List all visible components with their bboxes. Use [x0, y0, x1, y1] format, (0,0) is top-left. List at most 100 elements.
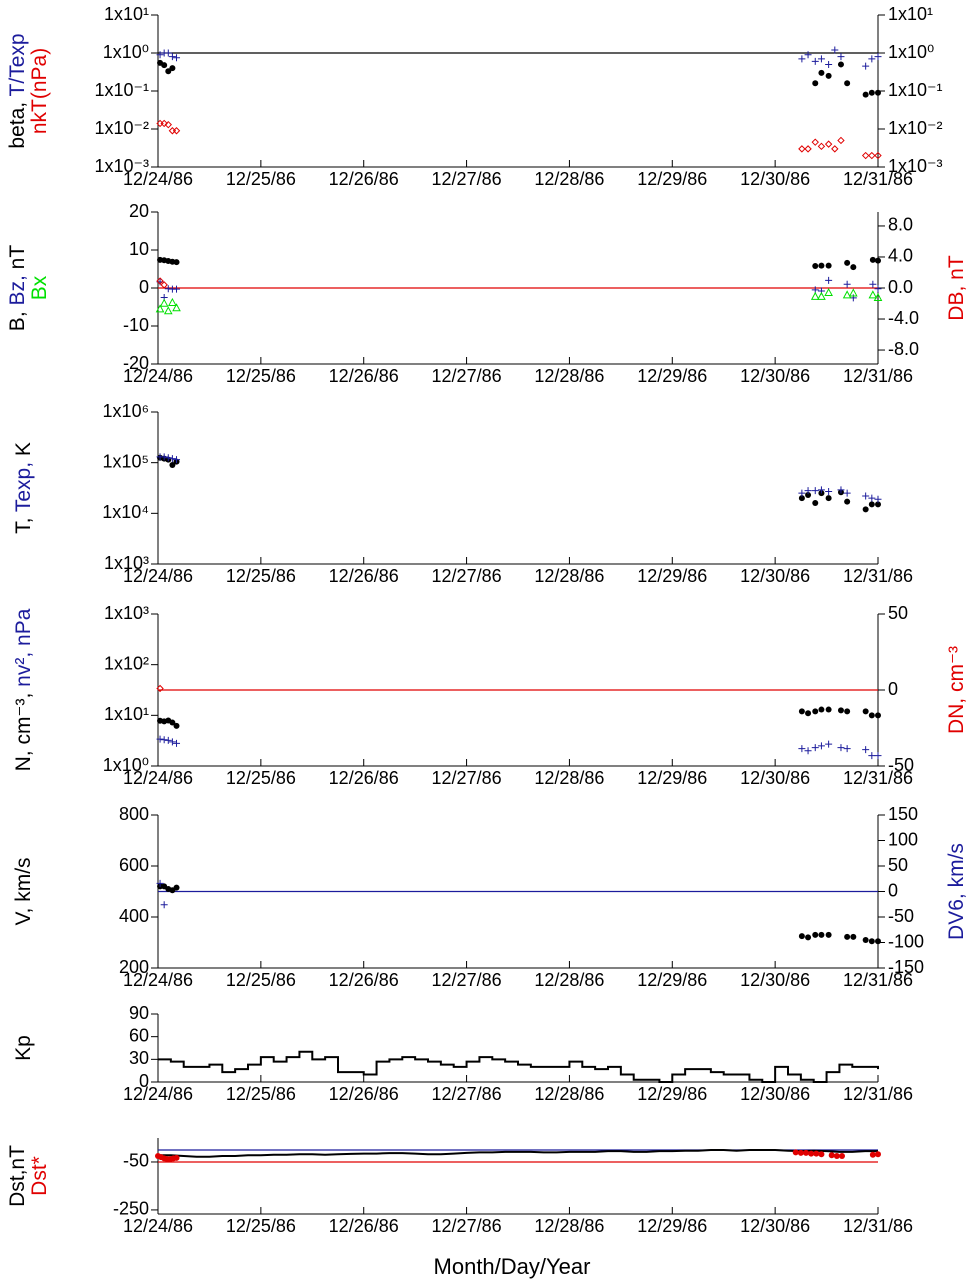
- point: [825, 60, 833, 68]
- point: [837, 61, 844, 68]
- point: [798, 55, 806, 63]
- point: [831, 145, 839, 153]
- y2-tick-label: -4.0: [888, 308, 919, 328]
- y-tick-label: -10: [123, 315, 149, 335]
- point: [837, 486, 845, 494]
- point: [169, 461, 176, 468]
- y-tick-label: 20: [129, 201, 149, 221]
- y2-tick-label: 8.0: [888, 215, 913, 235]
- point: [818, 931, 825, 938]
- y2-tick-label: 150: [888, 804, 918, 824]
- point: [811, 744, 819, 752]
- point: [798, 145, 806, 153]
- x-tick-label: 12/24/86: [123, 970, 193, 990]
- x-tick-label: 12/28/86: [534, 768, 604, 788]
- y2-tick-label: -150: [888, 957, 924, 977]
- title-part: nv², nPa: [12, 608, 35, 687]
- point: [163, 306, 173, 315]
- point: [812, 931, 819, 938]
- point: [164, 120, 172, 129]
- x-tick-label: 12/30/86: [740, 169, 810, 189]
- point: [160, 736, 168, 744]
- x-tick-label: 12/24/86: [123, 1084, 193, 1104]
- y-tick-label: 1x10⁻²: [94, 118, 149, 138]
- point: [808, 1150, 815, 1157]
- point: [173, 285, 181, 293]
- y2-tick-label: 0: [888, 679, 898, 699]
- point: [804, 145, 812, 153]
- point: [844, 259, 851, 266]
- point: [168, 297, 177, 306]
- y-axis-title: N, cm⁻³, nv², nPa: [12, 608, 35, 771]
- y2-tick-label: -50: [888, 755, 914, 775]
- x-tick-label: 12/29/86: [637, 366, 707, 386]
- point: [844, 498, 851, 505]
- title-part: DN, cm⁻³: [945, 646, 968, 734]
- y2-tick-label: 1x10⁻¹: [888, 80, 943, 100]
- title-part: Dst*: [28, 1156, 51, 1196]
- x-tick-label: 12/27/86: [432, 768, 502, 788]
- point: [803, 1149, 809, 1156]
- point: [824, 140, 833, 148]
- point: [825, 931, 832, 938]
- point: [159, 298, 169, 307]
- title-part: Kp: [12, 1035, 35, 1061]
- x-tick-label: 12/24/86: [123, 1216, 193, 1236]
- point: [164, 454, 172, 462]
- point: [172, 303, 181, 312]
- x-tick-label: 12/29/86: [637, 970, 707, 990]
- x-tick-label: 12/28/86: [534, 366, 604, 386]
- point: [817, 486, 825, 494]
- title-part: Texp,: [12, 462, 35, 512]
- point: [862, 708, 869, 715]
- x-tick-label: 12/31/86: [843, 566, 913, 586]
- point: [825, 495, 832, 502]
- y-tick-label: 1x10²: [104, 653, 149, 673]
- point: [173, 722, 180, 729]
- x-tick-label: 12/31/86: [843, 970, 913, 990]
- point: [862, 746, 870, 754]
- point: [813, 1150, 820, 1157]
- y-tick-label: -50: [123, 1151, 149, 1171]
- point: [868, 151, 876, 160]
- point: [798, 495, 805, 502]
- x-tick-label: 12/28/86: [534, 1084, 604, 1104]
- point: [818, 69, 825, 76]
- y-axis-title: Kp: [12, 1035, 35, 1061]
- point: [173, 259, 180, 266]
- point: [862, 91, 869, 98]
- point: [862, 936, 869, 943]
- point: [173, 1154, 180, 1161]
- y-tick-label: 10: [129, 239, 149, 259]
- x-tick-label: 12/30/86: [740, 1216, 810, 1236]
- x-tick-label: 12/29/86: [637, 768, 707, 788]
- point: [844, 933, 851, 940]
- y-tick-label: 1x10⁵: [103, 451, 150, 471]
- title-part: nkT(nPa): [28, 48, 51, 134]
- point: [825, 740, 833, 748]
- x-tick-label: 12/27/86: [432, 169, 502, 189]
- y-tick-label: 1x10¹: [104, 4, 149, 24]
- x-tick-label: 12/24/86: [123, 768, 193, 788]
- point: [798, 708, 805, 715]
- y2-tick-label: 1x10⁰: [888, 42, 934, 62]
- point: [848, 288, 858, 297]
- x-tick-label: 12/24/86: [123, 566, 193, 586]
- point: [868, 752, 876, 760]
- point: [172, 127, 181, 135]
- point: [798, 745, 806, 753]
- y-tick-label: 1x10³: [104, 553, 149, 573]
- title-part: DV6, km/s: [945, 843, 968, 940]
- x-tick-label: 12/29/86: [637, 1216, 707, 1236]
- point: [873, 292, 883, 301]
- x-tick-label: 12/25/86: [226, 970, 296, 990]
- step-line: [158, 1050, 879, 1083]
- point: [156, 277, 164, 285]
- y-tick-label: 1x10¹: [104, 704, 149, 724]
- y-tick-label: 30: [129, 1048, 149, 1068]
- point: [875, 938, 881, 945]
- point: [828, 1152, 835, 1159]
- point: [811, 57, 819, 65]
- point: [874, 285, 882, 293]
